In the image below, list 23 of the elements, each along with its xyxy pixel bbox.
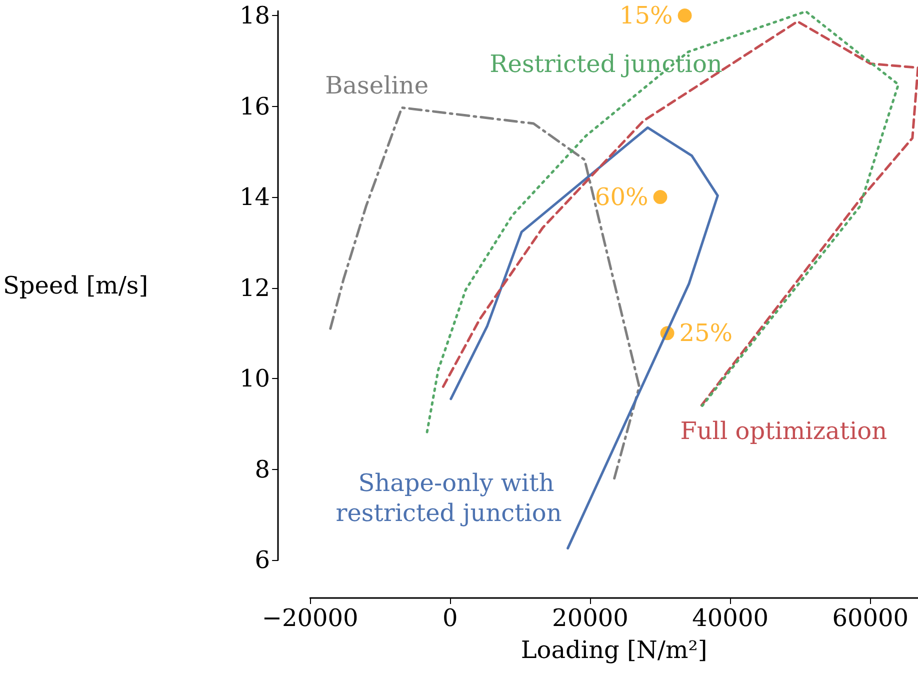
point	[653, 190, 668, 204]
annotation: 25%	[679, 319, 733, 348]
series-label: Full optimization	[680, 417, 888, 446]
x-tick-label: 40000	[692, 604, 768, 632]
annotation: 60%	[594, 183, 648, 212]
x-tick-label: 20000	[552, 604, 628, 632]
y-tick-label: 14	[240, 183, 270, 212]
series-label: Shape-only with restricted junction	[336, 469, 562, 528]
series-label: Baseline	[325, 72, 429, 100]
y-axis-title: Speed [m/s]	[2, 272, 148, 300]
y-tick-label: 16	[240, 92, 270, 120]
x-tick-label: −20000	[262, 604, 358, 632]
y-tick-label: 10	[240, 364, 270, 393]
y-tick-label: 6	[254, 546, 270, 574]
x-axis-title: Loading [N/m²]	[520, 636, 708, 664]
point	[678, 8, 692, 23]
y-tick-label: 8	[254, 455, 270, 484]
y-tick-label: 12	[240, 274, 270, 302]
y-tick-label: 18	[240, 2, 270, 30]
annotation: 15%	[619, 2, 673, 30]
x-tick-label: 60000	[832, 604, 909, 632]
series-label: Restricted junction	[490, 50, 722, 78]
x-tick-label: 0	[442, 604, 458, 632]
